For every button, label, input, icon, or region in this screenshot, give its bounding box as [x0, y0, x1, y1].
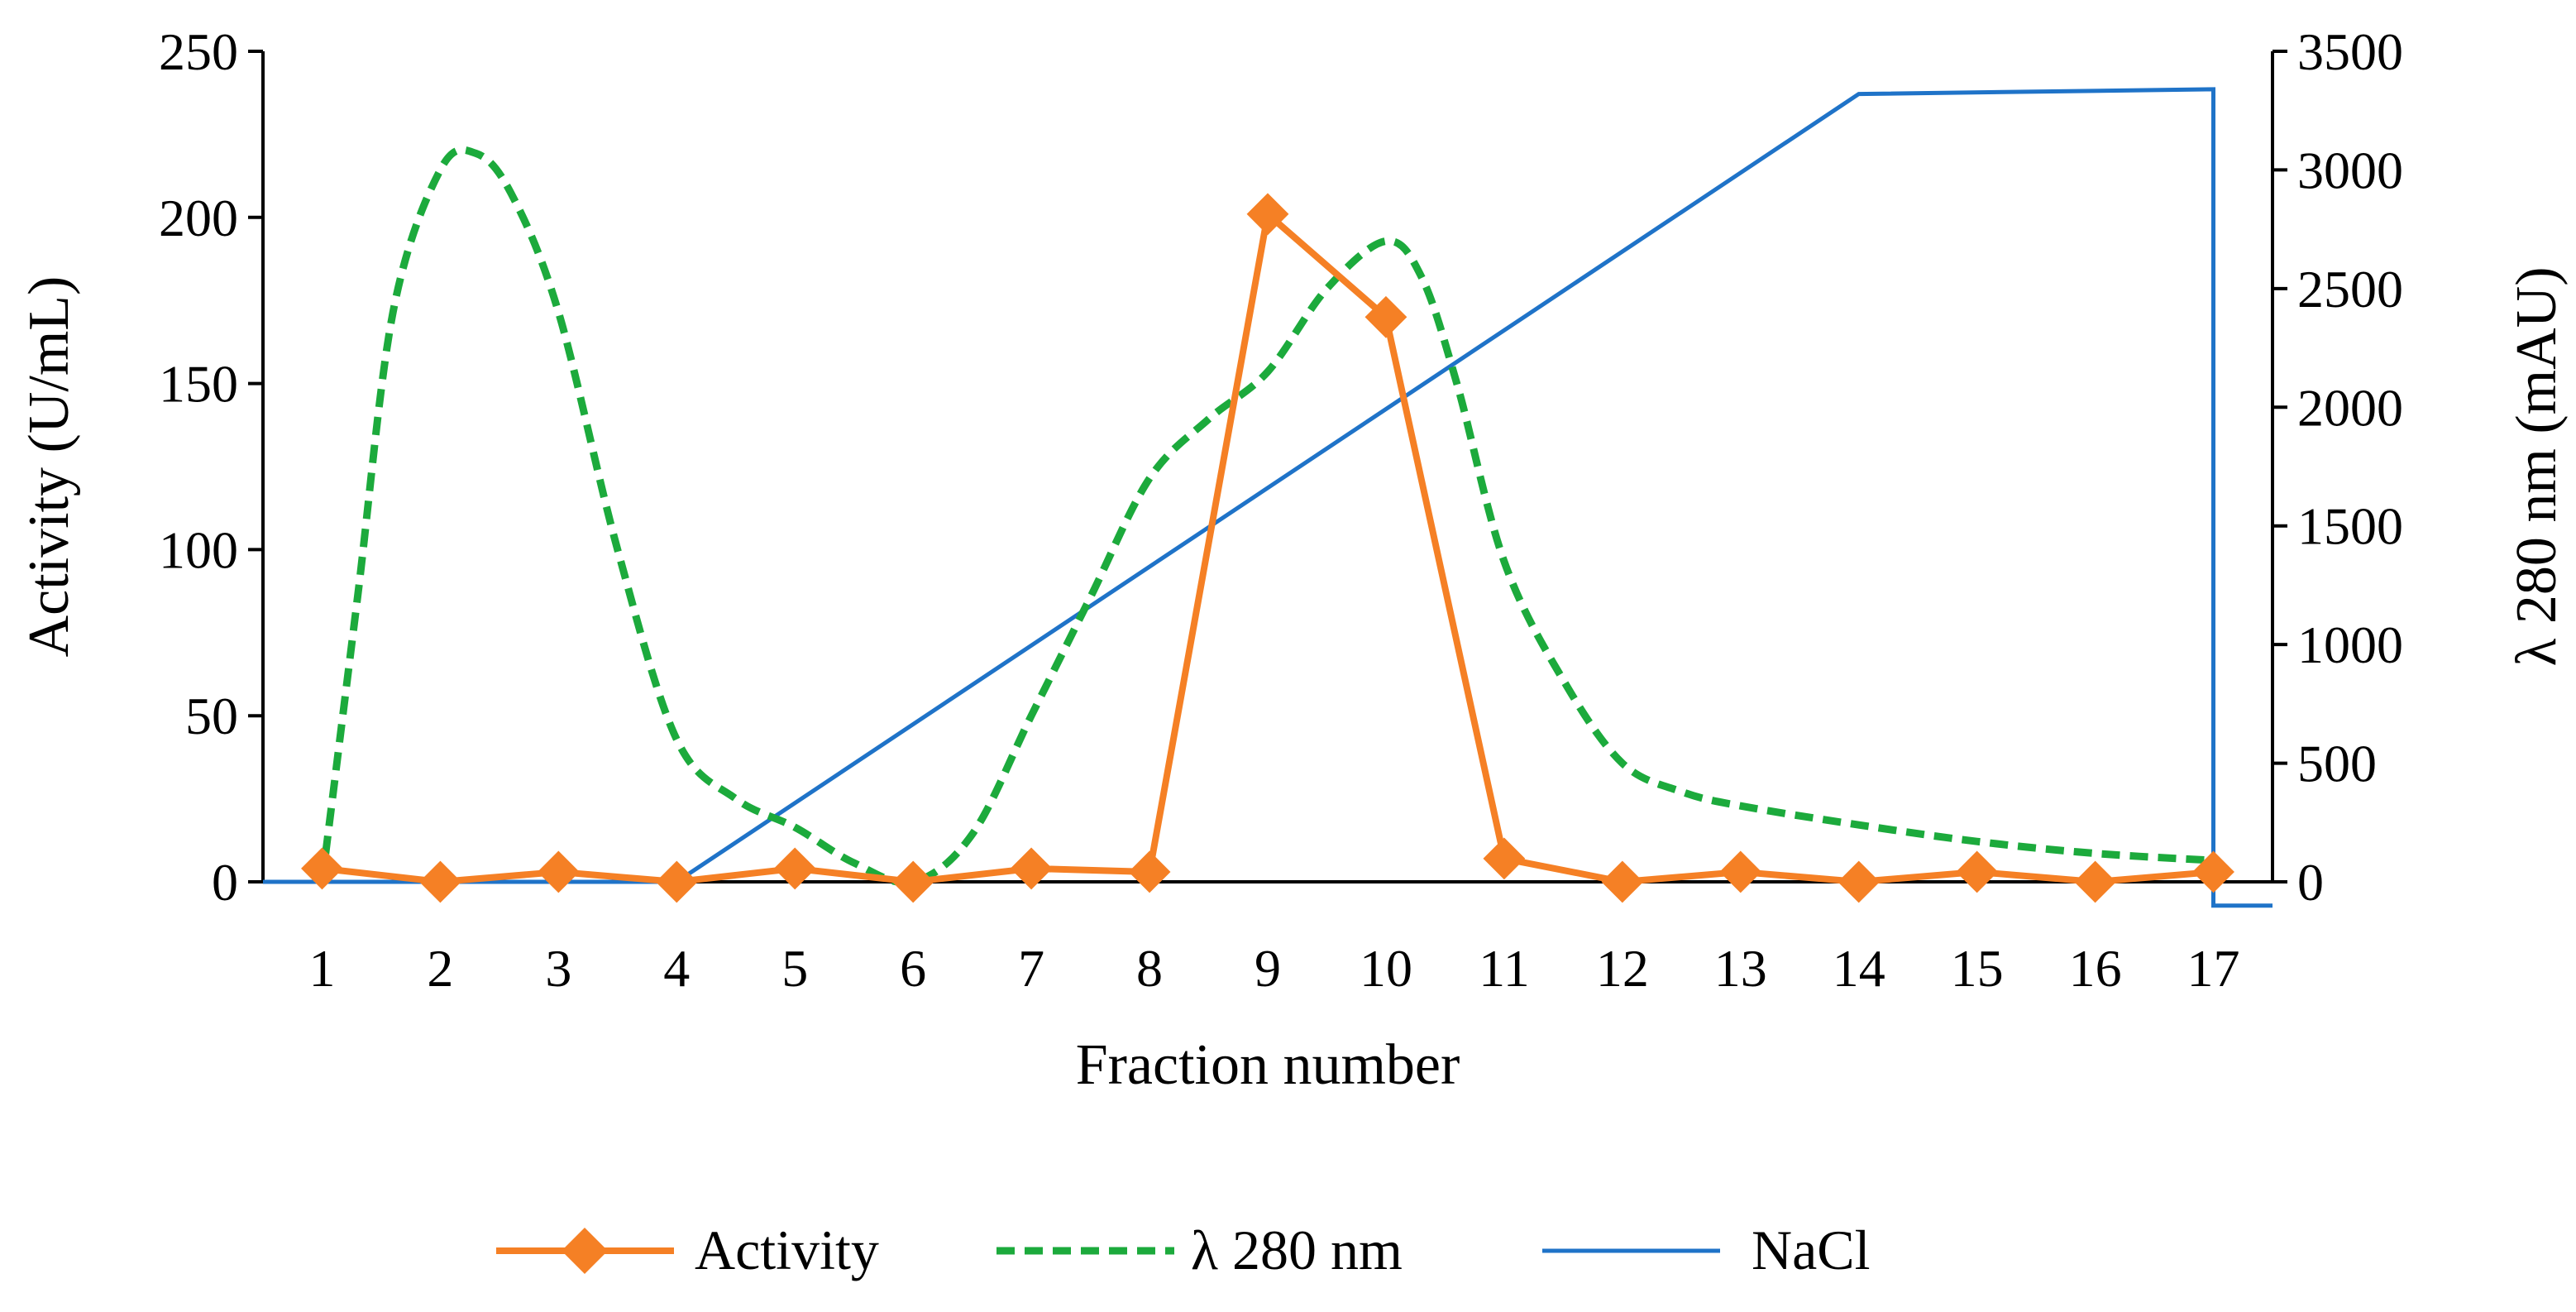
activity-point	[891, 860, 934, 903]
activity-point	[2192, 850, 2234, 893]
activity-point	[537, 850, 580, 893]
labels-group: 0501001502002500500100015002000250030003…	[17, 22, 2569, 1097]
x-axis-title: Fraction number	[1076, 1033, 1460, 1097]
legend-nacl-label: NaCl	[1752, 1219, 1871, 1281]
activity-point	[655, 860, 698, 903]
right-tick-label: 0	[2297, 853, 2324, 912]
x-tick-label: 4	[663, 939, 690, 998]
left-tick-label: 100	[159, 520, 238, 579]
right-tick-label: 3500	[2297, 22, 2403, 81]
activity-point	[1246, 193, 1289, 236]
x-tick-label: 2	[427, 939, 453, 998]
nacl-line	[263, 87, 2273, 908]
activity-point	[1719, 850, 1762, 893]
left-tick-label: 50	[185, 687, 238, 745]
x-tick-label: 17	[2187, 939, 2240, 998]
activity-point	[1483, 837, 1526, 880]
activity-point	[301, 847, 343, 890]
right-tick-label: 2500	[2297, 260, 2403, 318]
a280-line	[318, 146, 2214, 887]
x-tick-label: 6	[900, 939, 926, 998]
x-tick-label: 12	[1596, 939, 1649, 998]
right-tick-label: 1500	[2297, 497, 2403, 556]
activity-point	[418, 860, 461, 903]
x-tick-label: 14	[1833, 939, 1885, 998]
x-tick-label: 16	[2069, 939, 2122, 998]
x-tick-label: 1	[308, 939, 335, 998]
left-tick-label: 150	[159, 355, 238, 414]
activity-line	[322, 208, 2214, 886]
activity-point	[773, 847, 816, 890]
x-tick-label: 13	[1714, 939, 1767, 998]
legend-a280-label: λ 280 nm	[1191, 1219, 1403, 1281]
activity-point	[1364, 295, 1407, 338]
x-tick-label: 8	[1136, 939, 1163, 998]
x-tick-label: 3	[545, 939, 571, 998]
legend-activity-marker	[562, 1228, 608, 1274]
activity-point	[2074, 860, 2117, 903]
legend-activity-label: Activity	[695, 1219, 879, 1281]
x-tick-label: 9	[1255, 939, 1281, 998]
x-tick-label: 10	[1360, 939, 1412, 998]
left-tick-label: 200	[159, 189, 238, 247]
x-tick-label: 7	[1018, 939, 1044, 998]
x-tick-label: 15	[1951, 939, 2004, 998]
x-tick-label: 11	[1479, 939, 1530, 998]
y-axis-title-left: Activity (U/mL)	[17, 276, 81, 658]
x-tick-label: 5	[781, 939, 808, 998]
right-tick-label: 2000	[2297, 378, 2403, 437]
left-tick-label: 250	[159, 22, 238, 81]
activity-point	[1601, 860, 1644, 903]
axes-group	[248, 50, 2287, 883]
series-nacl-group	[263, 87, 2273, 908]
activity-point	[1956, 850, 1999, 893]
right-tick-label: 500	[2297, 735, 2377, 793]
series-activity-group	[301, 193, 2234, 903]
activity-point	[1838, 860, 1881, 903]
right-tick-label: 3000	[2297, 141, 2403, 199]
y-axis-title-right: λ 280 nm (mAU)	[2505, 266, 2569, 666]
series-a280-group	[318, 146, 2214, 887]
left-tick-label: 0	[212, 853, 238, 912]
legend-group: Activity λ 280 nm NaCl	[496, 1219, 1871, 1281]
activity-point	[1128, 850, 1171, 893]
activity-point	[1010, 847, 1053, 890]
right-tick-label: 1000	[2297, 615, 2403, 674]
